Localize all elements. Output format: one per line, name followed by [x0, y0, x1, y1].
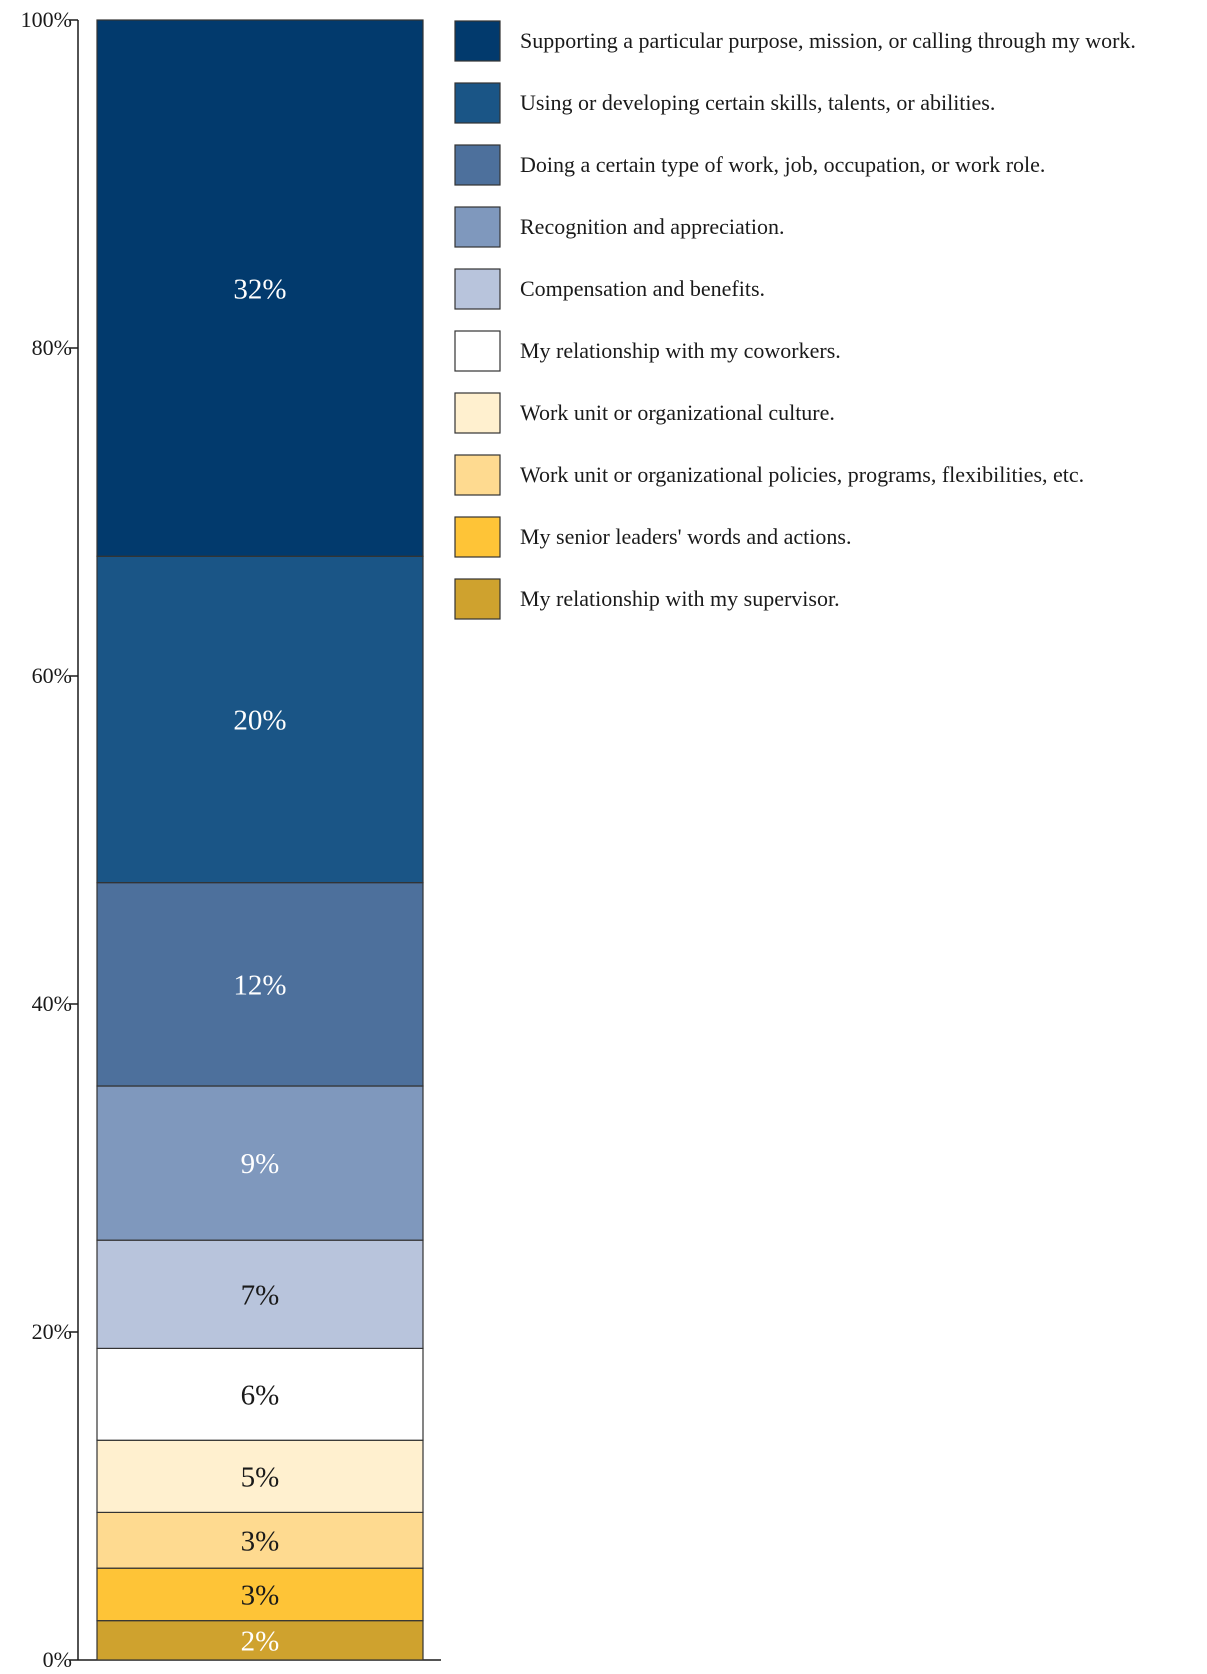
bar-segment	[96, 555, 424, 884]
legend-label: Using or developing certain skills, tale…	[520, 90, 995, 115]
legend-label: Work unit or organizational policies, pr…	[520, 462, 1084, 487]
legend-swatch	[454, 392, 501, 434]
data-label: 20%	[233, 705, 286, 737]
legend-swatch	[454, 454, 501, 496]
legend-label: My relationship with my supervisor.	[520, 586, 840, 611]
legend-label: Doing a certain type of work, job, occup…	[520, 152, 1045, 177]
bar-segment	[96, 1439, 424, 1513]
y-tick-label: 40%	[32, 991, 72, 1016]
bar-segment	[96, 1347, 424, 1441]
bar-segment	[96, 1620, 424, 1661]
legend-label: Compensation and benefits.	[520, 276, 765, 301]
bar-segment	[96, 1239, 424, 1350]
data-label: 7%	[241, 1279, 280, 1311]
data-label: 3%	[241, 1525, 280, 1557]
data-label: 2%	[241, 1625, 280, 1657]
legend-swatch	[454, 268, 501, 310]
y-axis: 0% 20% 40% 60% 80% 100%	[21, 7, 441, 1672]
bar-segment	[96, 1085, 424, 1241]
legend-label: Work unit or organizational culture.	[520, 400, 835, 425]
data-label: 3%	[241, 1580, 280, 1612]
legend-label: Supporting a particular purpose, mission…	[520, 28, 1136, 53]
legend-label: Recognition and appreciation.	[520, 214, 785, 239]
legend-swatch	[454, 516, 501, 558]
bar-segment	[96, 1567, 424, 1622]
data-label: 32%	[233, 273, 286, 305]
legend-label: My relationship with my coworkers.	[520, 338, 841, 363]
legend-swatch	[454, 578, 501, 620]
legend-swatch	[454, 330, 501, 372]
data-label: 6%	[241, 1379, 280, 1411]
bar-segment	[96, 1511, 424, 1569]
legend-swatch	[454, 20, 501, 62]
legend-swatch	[454, 82, 501, 124]
legend-label: My senior leaders' words and actions.	[520, 524, 851, 549]
y-tick-label: 60%	[32, 663, 72, 688]
data-label: 12%	[233, 969, 286, 1001]
data-label: 9%	[241, 1148, 280, 1180]
bar-segment	[96, 19, 424, 557]
y-tick-label: 0%	[43, 1647, 72, 1672]
legend: Supporting a particular purpose, mission…	[454, 20, 1136, 620]
y-tick-label: 20%	[32, 1319, 72, 1344]
legend-swatch	[454, 144, 501, 186]
stacked-bar: 2% 3% 3% 5% 6% 7% 9% 12% 20% 32%	[96, 19, 424, 1661]
data-label: 5%	[241, 1461, 280, 1493]
legend-swatch	[454, 206, 501, 248]
y-tick-label: 80%	[32, 335, 72, 360]
y-tick-label: 100%	[21, 7, 72, 32]
